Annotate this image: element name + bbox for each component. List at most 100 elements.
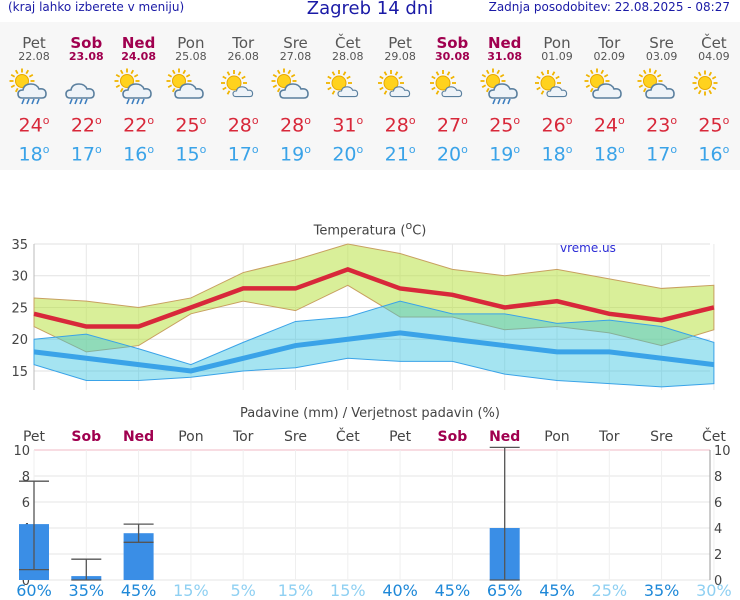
max-temperature-value: 24	[18, 114, 43, 137]
day-date: 25.08	[175, 50, 207, 63]
max-temperature: 28o	[280, 114, 311, 137]
day-name: Ned	[487, 34, 522, 52]
min-temperature-value: 17	[646, 143, 671, 166]
page-title: Zagreb 14 dni	[306, 0, 434, 19]
max-temperature-value: 28	[384, 114, 409, 137]
day-date: 23.08	[68, 50, 104, 63]
day-label: Pet	[389, 429, 412, 445]
y-tick-label: 8	[22, 470, 30, 485]
day-name: Tor	[232, 34, 255, 52]
precipitation-probability: 15%	[277, 581, 314, 600]
min-temperature-value: 16	[123, 143, 148, 166]
precipitation-probability: 25%	[591, 581, 628, 600]
day-name: Sob	[70, 34, 103, 52]
min-temperature: 16o	[698, 143, 730, 166]
temperature-chart: 15 20 25 30 35 vreme.us	[11, 238, 715, 390]
day-label: Sre	[284, 429, 307, 445]
cloud-rain-icon	[60, 68, 112, 105]
day-label: Sre	[650, 429, 673, 445]
precipitation-probability: 45%	[434, 581, 471, 600]
day-name: Pet	[22, 34, 46, 52]
error-bar	[71, 558, 102, 581]
y-tick-label: 10	[13, 444, 30, 459]
sun-cloud-rain-icon	[479, 68, 531, 105]
max-range-band	[33, 243, 715, 353]
max-temperature-value: 22	[123, 114, 148, 137]
sun-cloud-icon	[165, 68, 217, 104]
day-name: Sre	[283, 34, 308, 52]
day-name: Tor	[598, 34, 621, 52]
precipitation-probability: 65%	[486, 581, 523, 600]
cloud-shape	[644, 83, 675, 99]
y-tick-label: 35	[11, 238, 28, 253]
y-tick-label-right: 2	[714, 548, 722, 563]
min-temperature-value: 17	[227, 143, 252, 166]
precipitation-probability: 15%	[330, 581, 366, 600]
max-temperature: 22o	[70, 114, 102, 137]
min-temperature: 19o	[280, 143, 311, 166]
y-tick-label-right: 6	[714, 496, 722, 511]
watermark: vreme.us	[560, 241, 616, 255]
min-temperature-value: 18	[541, 143, 566, 166]
min-temperature-value: 17	[70, 143, 96, 166]
sun-shape	[692, 70, 718, 96]
min-temperature-value: 19	[280, 143, 305, 166]
max-temperature: 25o	[175, 114, 207, 137]
day-name: Čet	[335, 34, 361, 52]
day-date: 24.08	[121, 50, 156, 63]
max-temperature-value: 25	[175, 114, 200, 137]
max-temperature-value: 25	[698, 114, 723, 137]
precipitation-probability: 40%	[382, 581, 418, 600]
max-temperature-line	[33, 266, 715, 329]
rain-drops	[491, 98, 511, 105]
cloud-shape	[487, 83, 518, 99]
precipitation-probability: 35%	[68, 581, 105, 600]
day-label: Ned	[489, 429, 520, 445]
day-date: 26.08	[227, 50, 259, 63]
max-temperature: 25o	[489, 114, 521, 137]
day-name: Pon	[177, 34, 205, 52]
last-update: Zadnja posodobitev: 22.08.2025 - 08:27	[488, 0, 730, 14]
day-name: Sre	[649, 34, 674, 52]
min-temperature: 19o	[489, 143, 521, 166]
day-date: 02.09	[593, 50, 626, 63]
max-temperature-value: 31	[332, 114, 357, 137]
y-tick-label-right: 4	[714, 522, 722, 537]
cloud-shape	[278, 83, 309, 99]
header-left-note: (kraj lahko izberete v meniju)	[8, 0, 185, 14]
min-temperature: 15o	[175, 143, 207, 166]
day-label: Tor	[598, 429, 620, 445]
sun-small-cloud-icon	[374, 68, 426, 104]
day-label: Ned	[123, 429, 154, 445]
day-date: 30.08	[434, 50, 470, 63]
day-date: 01.09	[541, 50, 573, 63]
precipitation-probability: 30%	[696, 581, 732, 600]
day-name: Čet	[701, 34, 727, 52]
max-temperature-value: 22	[70, 114, 96, 137]
day-date: 31.08	[487, 50, 523, 63]
day-label: Tor	[232, 429, 254, 445]
day-label: Čet	[336, 427, 360, 445]
y-tick-label: 30	[11, 270, 28, 285]
day-label: Sob	[438, 429, 468, 445]
cloud-shape	[389, 86, 411, 98]
min-temperature-value: 15	[175, 143, 200, 166]
precipitation-chart: 00224466881010PetSobNedPonTorSreČetPetSo…	[13, 427, 730, 589]
day-label: Pet	[23, 429, 46, 445]
cloud-shape	[17, 83, 47, 99]
min-temperature: 21o	[384, 143, 416, 166]
precipitation-probability: 35%	[643, 581, 680, 600]
precipitation-probability: 15%	[173, 581, 209, 600]
cloud-shape	[441, 86, 463, 98]
cloud-shape	[174, 83, 204, 99]
min-temperature: 17o	[646, 143, 678, 166]
sun-shape	[325, 70, 352, 96]
day-date: 28.08	[332, 50, 364, 63]
cloud-shape	[232, 86, 254, 98]
day-name: Pon	[543, 34, 571, 52]
max-temperature: 22o	[123, 114, 155, 137]
precipitation-probability: 60%	[16, 581, 52, 600]
min-temperature-value: 21	[384, 143, 409, 166]
max-temperature-value: 25	[489, 114, 514, 137]
y-tick-label: 25	[11, 301, 28, 316]
